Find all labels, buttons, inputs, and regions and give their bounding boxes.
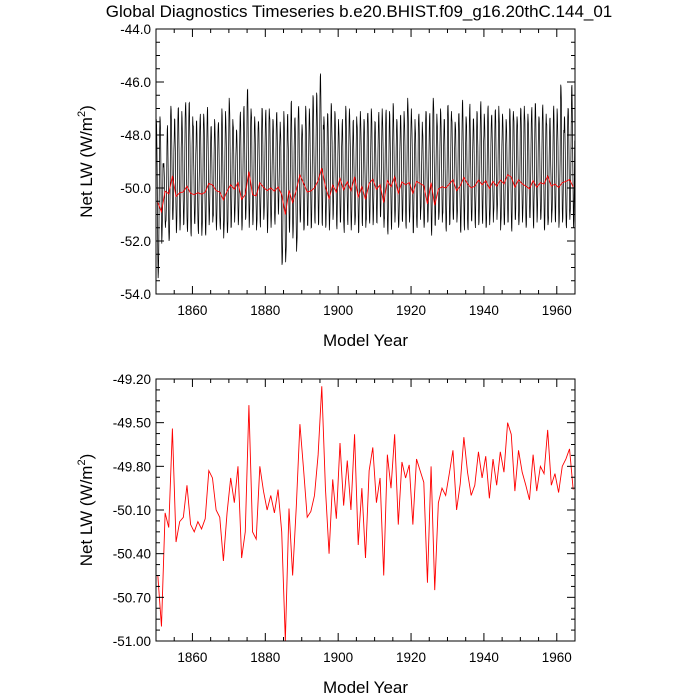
x-tick-label: 1880 [250, 650, 280, 665]
y-axis-label-main: Net LW (W/m [77, 117, 96, 218]
x-tick-label: 1940 [469, 650, 499, 665]
y-tick-label: -50.0 [120, 181, 151, 196]
y-axis-label-end: ) [77, 454, 96, 460]
plot-frame [155, 378, 576, 642]
figure-title: Global Diagnostics Timeseries b.e20.BHIS… [106, 2, 613, 21]
monthly-series-line [156, 73, 575, 279]
top-panel-monthly-and-annual: -54.0 -52.0 -50.0 -48.0 -46.0 -44.0 1860 1880 19… [76, 22, 576, 350]
y-tick-label: -50.10 [113, 503, 151, 518]
y-tick-label: -49.80 [113, 459, 151, 474]
y-axis-label-superscript: 2 [76, 111, 88, 117]
y-tick-label: -52.0 [120, 234, 151, 249]
bottom-panel-annual-mean: -51.00 -50.70 -50.40 -50.10 -49.80 -49.50 -49.… [76, 372, 576, 697]
x-tick-label: 1960 [542, 303, 572, 318]
x-tick-label: 1920 [396, 650, 426, 665]
y-axis-label-superscript: 2 [76, 459, 88, 465]
y-axis-label-main: Net LW (W/m [77, 466, 96, 567]
y-tick-label: -49.20 [113, 372, 151, 387]
x-tick-label: 1860 [177, 303, 207, 318]
y-tick-label: -54.0 [120, 287, 151, 302]
x-tick-label: 1940 [469, 303, 499, 318]
y-axis-label: Net LW (W/m2) [76, 454, 96, 567]
x-tick-label: 1900 [323, 303, 353, 318]
y-tick-label: -44.0 [120, 22, 151, 37]
y-tick-label: -50.40 [113, 547, 151, 562]
y-tick-label: -49.50 [113, 416, 151, 431]
x-axis-label: Model Year [323, 331, 408, 350]
y-tick-label: -51.00 [113, 634, 151, 649]
x-tick-label: 1860 [177, 650, 207, 665]
y-axis-label-end: ) [77, 105, 96, 111]
x-tick-label: 1960 [542, 650, 572, 665]
annual-mean-series-line [157, 386, 574, 641]
y-axis-label: Net LW (W/m2) [76, 105, 96, 218]
x-axis-label: Model Year [323, 678, 408, 697]
y-tick-label: -48.0 [120, 128, 151, 143]
annual-mean-series-line [157, 168, 574, 215]
y-tick-label: -46.0 [120, 75, 151, 90]
y-tick-label: -50.70 [113, 590, 151, 605]
x-tick-label: 1880 [250, 303, 280, 318]
x-tick-label: 1900 [323, 650, 353, 665]
x-tick-label: 1920 [396, 303, 426, 318]
